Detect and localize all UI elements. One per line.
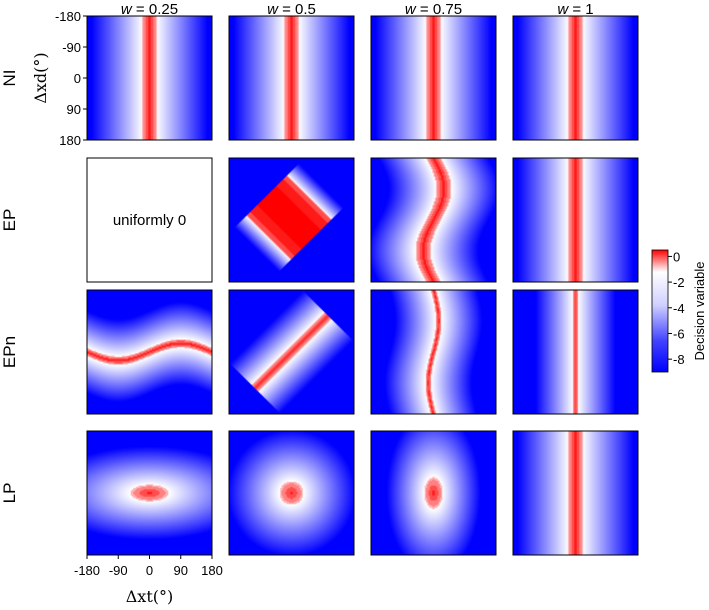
- panel-lp-w075: [370, 430, 497, 556]
- panel-frame: [228, 430, 355, 556]
- panel-frame: [370, 15, 497, 141]
- y-tick-label: 90: [67, 102, 81, 117]
- panel-ni-w05: [228, 15, 355, 141]
- colorbar-tick-label: -6: [673, 326, 685, 341]
- panel-frame: [228, 157, 355, 283]
- y-tick-label: -90: [62, 40, 81, 55]
- x-tick-label: 90: [174, 563, 188, 578]
- colorbar: 0 -2 -4 -6 -8 Decision variable: [651, 249, 707, 373]
- x-tick-label: 180: [201, 563, 223, 578]
- x-axis-label: Δxt(°): [126, 587, 174, 606]
- panel-frame: [228, 15, 355, 141]
- heatmap-image: [513, 290, 638, 414]
- panel-epn-w05: [228, 289, 355, 415]
- x-tick-label: -90: [109, 563, 128, 578]
- labels-layer: w = 0.25 w = 0.5 w = 0.75 w = 1 NI EP EPn LP -18…: [0, 1, 594, 606]
- heatmap-image: [371, 16, 496, 140]
- heatmap-image: [513, 431, 638, 555]
- colorbar-tick-label: -8: [673, 352, 685, 367]
- panel-annotation: uniformly 0: [113, 212, 186, 229]
- panel-ni-w025: [86, 15, 213, 141]
- panel-lp-w05: [228, 430, 355, 556]
- heatmap-image: [229, 290, 354, 414]
- colorbar-label: Decision variable: [692, 262, 707, 361]
- heatmap-image: [371, 290, 496, 414]
- heatmap-image: [229, 431, 354, 555]
- heatmap-image: [87, 431, 212, 555]
- panel-ni-w1: [512, 15, 639, 141]
- panel-frame: [512, 15, 639, 141]
- row-label: EP: [0, 209, 19, 232]
- panel-frame: [86, 157, 213, 283]
- panel-ep-w05: [228, 157, 355, 283]
- colorbar-gradient: [651, 249, 669, 373]
- panel-frame: [370, 430, 497, 556]
- panel-epn-w075: [370, 289, 497, 415]
- y-tick-label: 0: [74, 71, 81, 86]
- panel-fill: [87, 158, 212, 282]
- panel-epn-w1: [512, 289, 639, 415]
- panel-ep-w1: [512, 157, 639, 283]
- heatmap-image: [513, 158, 638, 282]
- y-tick-label: -180: [55, 9, 81, 24]
- heatmap-image: [229, 158, 354, 282]
- colorbar-tick-label: -2: [673, 275, 685, 290]
- column-title: w = 0.75: [405, 1, 462, 18]
- panel-ep-w075: [370, 157, 497, 283]
- panel-epn-w025: [86, 289, 213, 415]
- heatmap-image: [513, 16, 638, 140]
- heatmap-image: [371, 431, 496, 555]
- panel-frame: [512, 289, 639, 415]
- panel-frame: [512, 430, 639, 556]
- x-tick-label: -180: [74, 563, 100, 578]
- row-label: EPn: [0, 336, 19, 368]
- row-label: LP: [0, 483, 19, 504]
- y-tick-label: 180: [59, 133, 81, 148]
- heatmap-image: [87, 16, 212, 140]
- column-title: w = 1: [557, 1, 593, 18]
- heatmap-image: [371, 158, 496, 282]
- panels-layer: uniformly 0: [86, 15, 639, 556]
- panel-frame: [86, 289, 213, 415]
- x-tick-label: 0: [146, 563, 153, 578]
- panel-frame: [228, 289, 355, 415]
- panel-lp-w1: [512, 430, 639, 556]
- panel-ni-w075: [370, 15, 497, 141]
- panel-lp-w025: [86, 430, 213, 556]
- heatmap-image: [87, 290, 212, 414]
- panel-ep-w025: uniformly 0: [86, 157, 213, 283]
- colorbar-tick-label: -4: [673, 301, 685, 316]
- panel-frame: [370, 157, 497, 283]
- heatmap-image: [229, 16, 354, 140]
- colorbar-tick-label: 0: [673, 249, 680, 264]
- row-label: NI: [0, 70, 19, 87]
- column-title: w = 0.5: [267, 1, 316, 18]
- panel-frame: [512, 157, 639, 283]
- y-axis-label: Δxd(°): [31, 52, 50, 103]
- panel-frame: [370, 289, 497, 415]
- column-title: w = 0.25: [121, 1, 178, 18]
